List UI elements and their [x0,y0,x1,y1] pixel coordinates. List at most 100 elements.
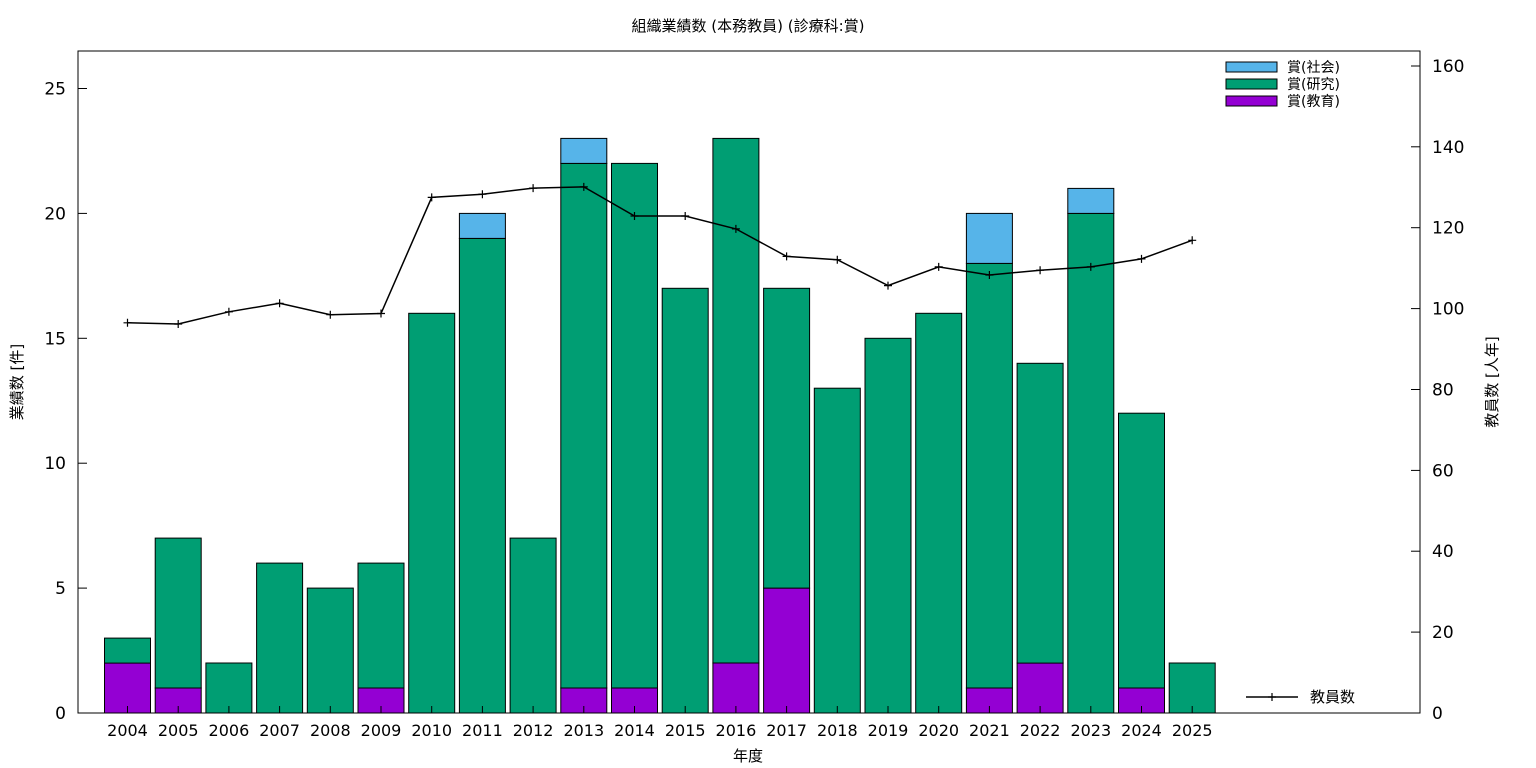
bar-2013-series-2 [560,137,608,164]
line-point-2010 [427,193,436,202]
bar-2022-series-0 [1016,662,1064,714]
line-point-2019 [884,281,892,290]
bar-2006-series-1 [205,662,253,714]
y2-tick-label: 0 [1432,704,1443,724]
bar-2009-series-1 [357,562,405,689]
legend-swatch [1225,78,1278,90]
line-point-2017 [782,252,791,261]
bar-2018-series-1 [813,387,861,714]
x-tick-label: 2021 [969,721,1010,740]
x-tick-label: 2012 [513,721,554,740]
line-point-2004 [123,318,132,327]
y-tick-label: 20 [44,204,66,224]
bar-2022-series-1 [1016,362,1064,664]
line-point-2016 [731,224,740,233]
x-tick-label: 2023 [1070,721,1111,740]
legend-swatch [1225,61,1278,73]
line-point-2022 [1036,266,1045,275]
line-point-2012 [529,184,538,193]
x-tick-label: 2007 [259,721,300,740]
y2-tick-label: 60 [1432,461,1454,481]
line-point-2021 [985,271,994,279]
x-tick-label: 2006 [209,721,250,740]
line-point-2024 [1137,254,1146,263]
x-tick-label: 2004 [107,721,148,740]
bar-2007-series-1 [256,562,304,714]
legend-line-marker [1268,693,1276,701]
bar-2004-series-1 [104,637,151,664]
line-point-2011 [478,190,487,199]
x-tick-label: 2017 [766,721,807,740]
bar-2017-series-1 [763,287,811,589]
y2-tick-label: 120 [1432,219,1464,239]
y2-tick-label: 140 [1432,138,1464,158]
bar-2024-series-1 [1118,412,1165,689]
line-point-2006 [224,307,233,316]
bar-2011-series-2 [458,212,506,239]
y-tick-label: 10 [44,454,66,474]
y-tick-label: 15 [44,329,66,349]
line-point-2020 [934,262,943,271]
chart-title: 組織業績数 (本務教員) (診療科:賞) [632,17,865,35]
x-tick-label: 2022 [1020,721,1061,740]
bar-2016-series-1 [712,137,760,664]
x-axis-label: 年度 [733,747,763,765]
x-tick-label: 2008 [310,721,351,740]
line-series-path [127,186,1193,325]
bar-2023-series-2 [1067,187,1115,214]
bar-2010-series-1 [408,312,456,714]
x-tick-label: 2010 [411,721,452,740]
x-tick-label: 2018 [817,721,858,740]
bar-2020-series-1 [915,312,963,714]
x-tick-label: 2016 [716,721,757,740]
bar-2023-series-1 [1067,212,1115,714]
legend-swatch [1225,95,1278,107]
x-tick-label: 2011 [462,721,503,740]
bar-2008-series-1 [306,587,354,714]
x-tick-label: 2019 [868,721,909,740]
legend-label: 賞(教育) [1287,94,1340,110]
x-tick-label: 2009 [361,721,402,740]
bar-2025-series-1 [1168,662,1216,714]
line-point-2008 [326,310,335,319]
line-layer [123,182,1197,328]
y2-axis-label: 教員数 [人年] [1483,336,1501,427]
plot-frame [77,50,1421,714]
line-point-2013 [579,182,588,191]
bar-2021-series-2 [965,212,1013,264]
legend: 賞(社会)賞(研究)賞(教育) 教員数 [1225,60,1355,706]
x-tick-label: 2015 [665,721,706,740]
bar-2017-series-0 [763,587,811,714]
bar-2016-series-0 [712,662,760,714]
y-tick-label: 25 [44,80,66,100]
x-tick-label: 2025 [1172,721,1213,740]
line-point-2007 [275,299,284,308]
line-point-2015 [681,212,690,220]
y-tick-label: 0 [55,704,66,724]
bars-layer [104,137,1216,714]
legend-label-line: 教員数 [1310,688,1355,706]
y-tick-label: 5 [55,579,66,599]
line-point-2014 [630,212,639,220]
line-point-2018 [833,255,842,264]
line-point-2025 [1188,236,1197,245]
legend-label: 賞(社会) [1287,60,1340,76]
bar-2011-series-1 [458,237,506,714]
bar-2012-series-1 [509,537,557,714]
y2-tick-label: 80 [1432,381,1454,401]
x-tick-label: 2005 [158,721,199,740]
x-tick-label: 2014 [614,721,655,740]
bar-2021-series-1 [965,262,1013,689]
bar-2013-series-1 [560,162,608,689]
y2-tick-label: 40 [1432,542,1454,562]
bar-2014-series-1 [611,162,658,689]
y2-tick-label: 100 [1432,300,1464,320]
bar-2005-series-1 [154,537,202,689]
bar-2015-series-1 [661,287,709,714]
bar-2004-series-0 [104,662,151,714]
legend-label: 賞(研究) [1287,77,1340,93]
line-point-2023 [1086,262,1095,271]
x-tick-label: 2020 [918,721,959,740]
